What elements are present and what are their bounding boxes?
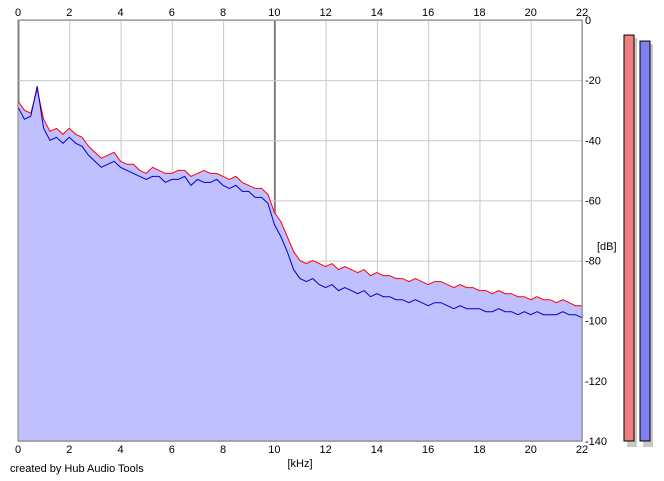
x-tick-label-top: 0: [15, 7, 21, 19]
x-tick-label-top: 22: [576, 7, 588, 19]
x-tick-label-bottom: 8: [220, 444, 226, 456]
level-meters: [623, 34, 653, 448]
right-channel-series-line: [17, 86, 583, 319]
x-tick-label-top: 6: [169, 7, 175, 19]
x-tick-label-top: 4: [117, 7, 123, 19]
credit-text: created by Hub Audio Tools: [10, 463, 144, 475]
right-level-meter: [639, 40, 651, 442]
spectrum-fill-area: [18, 89, 582, 441]
y-tick-label: -140: [585, 436, 607, 448]
x-tick-label-top: 16: [422, 7, 434, 19]
x-tick-label-top: 12: [320, 7, 332, 19]
x-tick-label-top: 10: [268, 7, 280, 19]
plot-frame: [17, 19, 583, 442]
y-tick-label: -60: [585, 195, 601, 207]
x-axis-top-ticks: 0 2 4 6 8 10 12 14 16 18 20 22: [15, 7, 588, 19]
x-tick-label-bottom: 22: [576, 444, 588, 456]
x-tick-label-bottom: 4: [117, 444, 123, 456]
x-tick-label-bottom: 14: [371, 444, 383, 456]
x-axis-label: [kHz]: [287, 458, 312, 470]
y-tick-label: -120: [585, 376, 607, 388]
y-axis-ticks: 0 -20 -40 -60 -80 -100 -120 -140: [585, 15, 607, 448]
y-tick-label: 0: [585, 15, 591, 27]
left-level-meter: [623, 34, 635, 442]
x-tick-label-bottom: 0: [15, 444, 21, 456]
y-tick-label: -100: [585, 316, 607, 328]
y-tick-label: -80: [585, 256, 601, 268]
x-tick-label-bottom: 2: [66, 444, 72, 456]
x-tick-label-top: 20: [525, 7, 537, 19]
y-tick-label: -20: [585, 75, 601, 87]
x-tick-label-bottom: 12: [320, 444, 332, 456]
x-tick-label-bottom: 20: [525, 444, 537, 456]
x-tick-label-bottom: 6: [169, 444, 175, 456]
x-tick-label-top: 18: [473, 7, 485, 19]
x-tick-label-top: 8: [220, 7, 226, 19]
y-tick-label: -40: [585, 135, 601, 147]
x-tick-label-bottom: 18: [473, 444, 485, 456]
left-channel-series-line: [17, 89, 582, 307]
x-axis-bottom-ticks: 0 2 4 6 8 10 12 14 16 18 20 22: [15, 444, 588, 456]
y-axis-label: [dB]: [597, 241, 617, 253]
x-tick-label-top: 2: [66, 7, 72, 19]
x-tick-label-top: 14: [371, 7, 383, 19]
x-tick-label-bottom: 10: [268, 444, 280, 456]
x-tick-label-bottom: 16: [422, 444, 434, 456]
